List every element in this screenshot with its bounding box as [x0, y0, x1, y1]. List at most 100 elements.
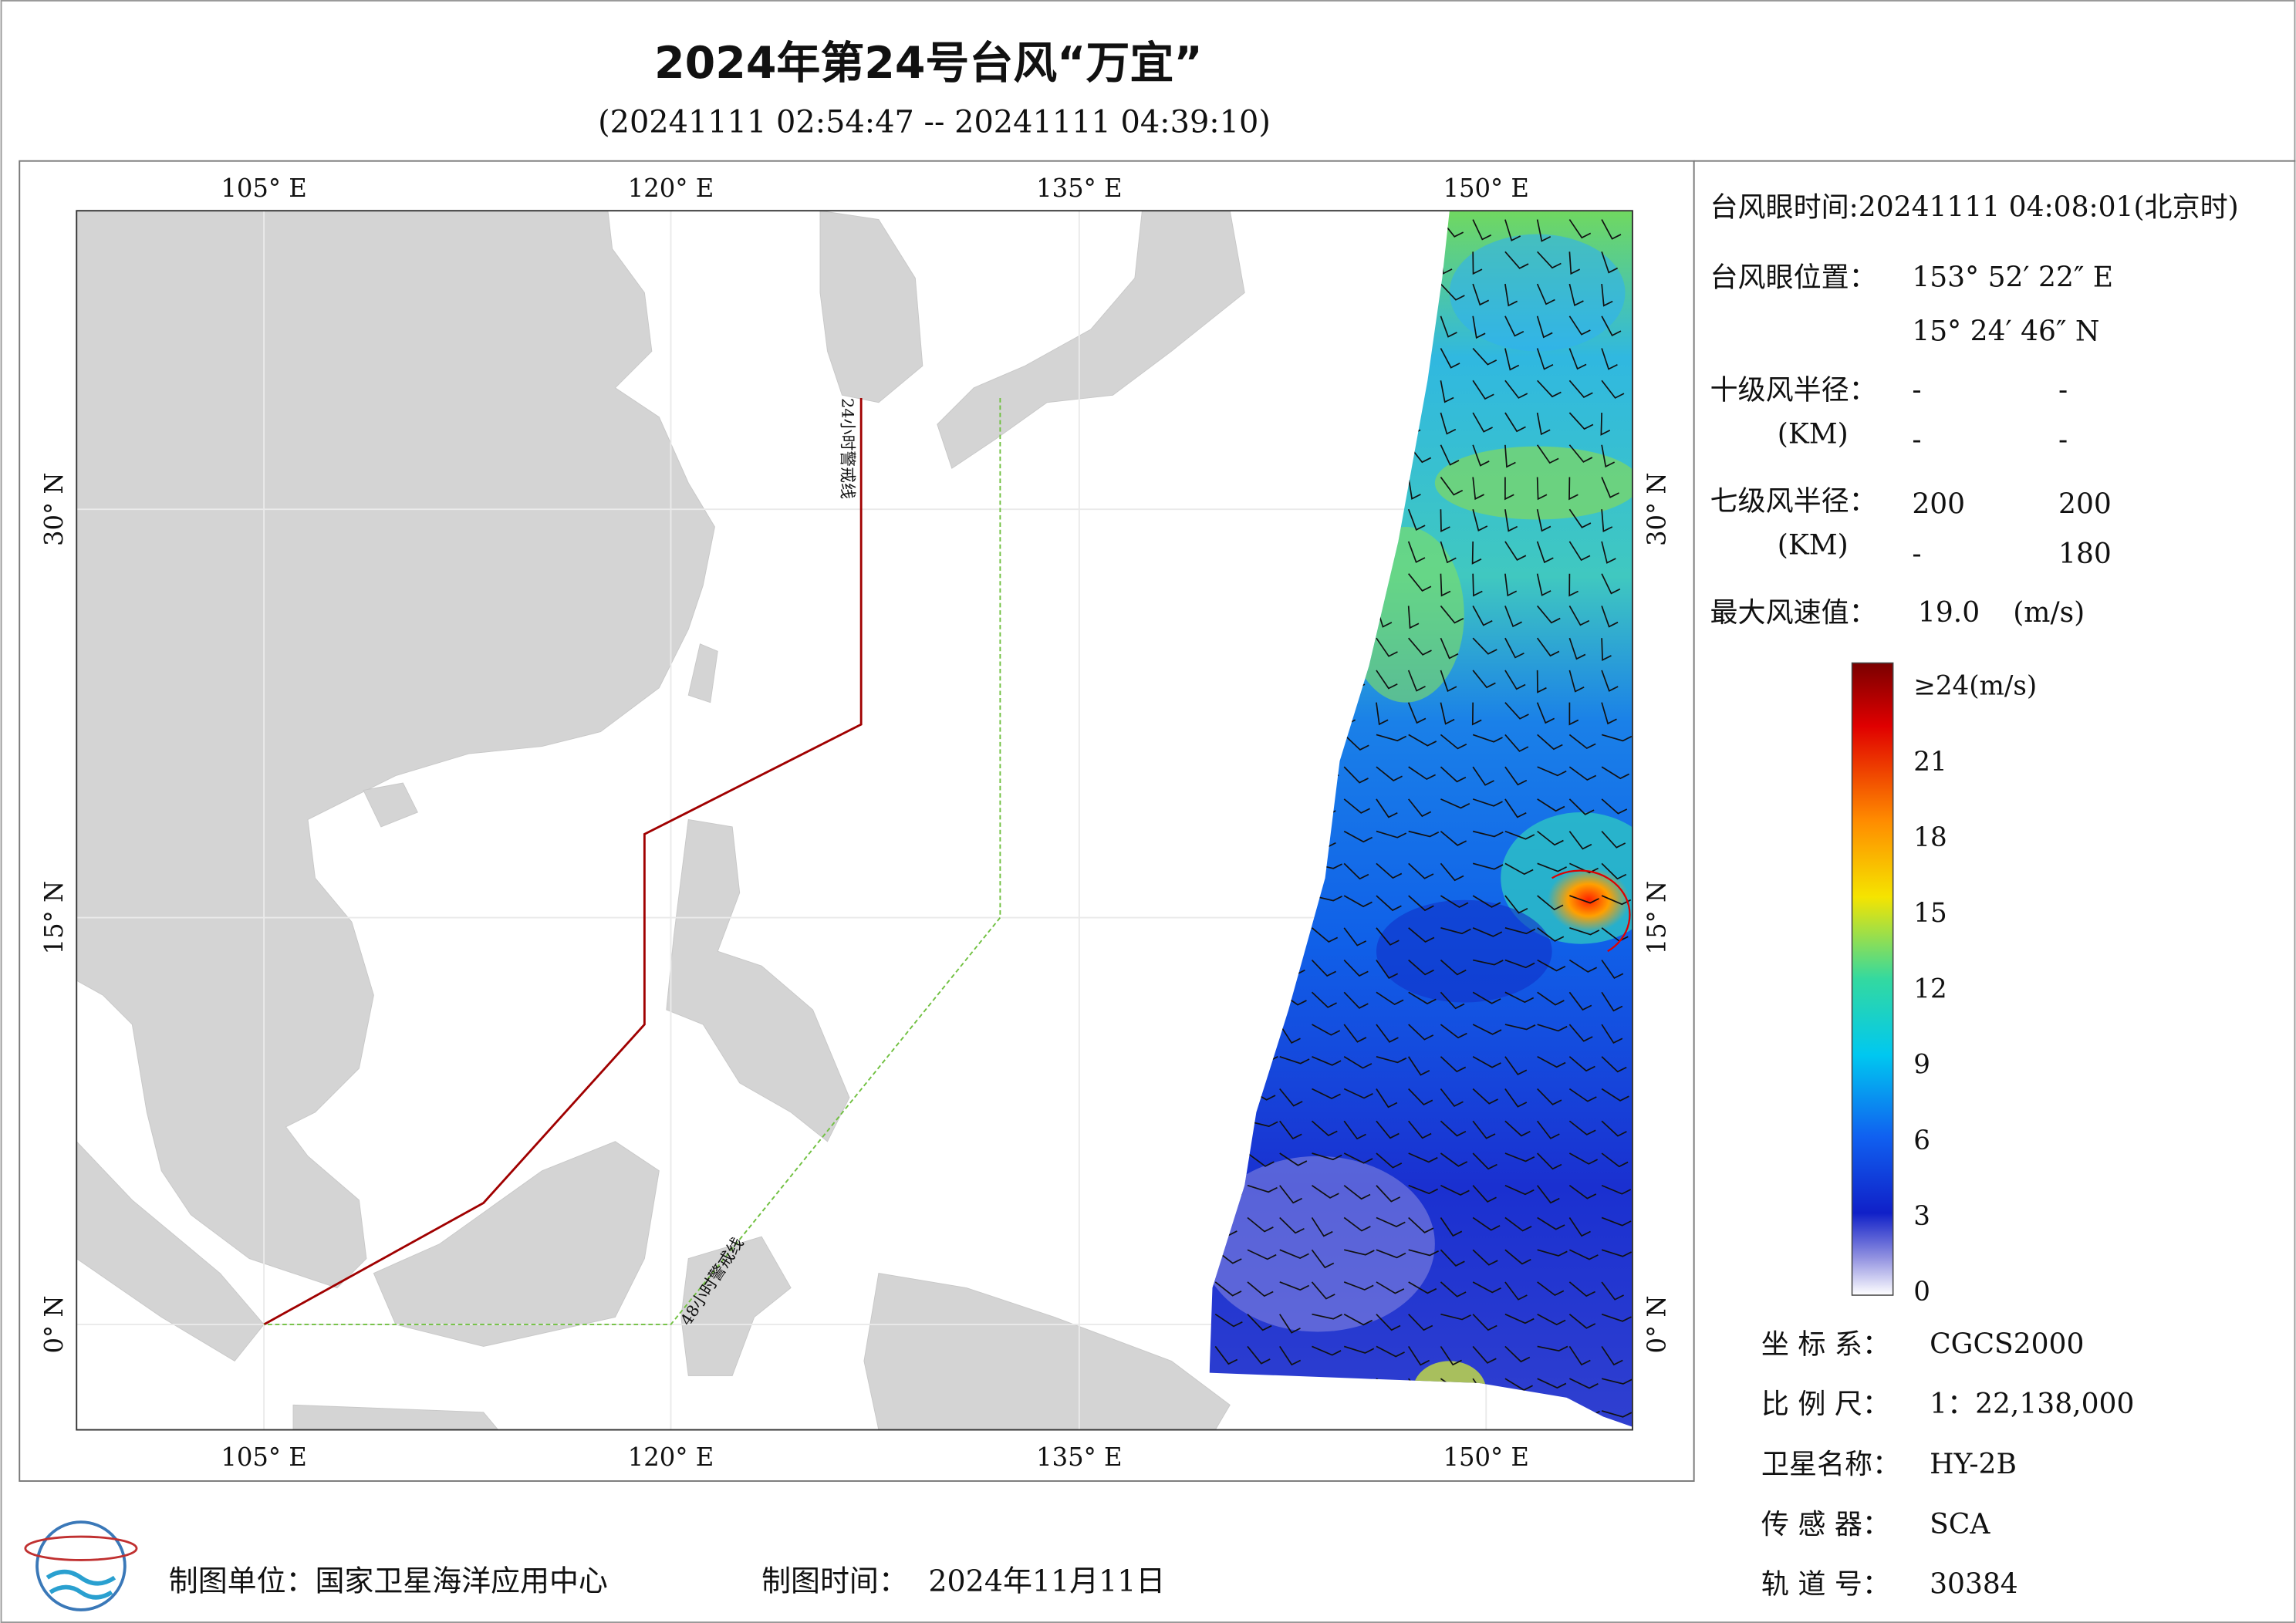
wind-barb [1601, 1345, 1623, 1366]
wind-barb [1343, 1024, 1367, 1043]
wind-barb [1537, 1216, 1565, 1230]
wind-barb [1601, 541, 1616, 564]
swath-blob [1209, 1156, 1435, 1332]
wind-barb [1311, 927, 1339, 943]
wind-barb [1408, 734, 1437, 747]
wind-barb [1440, 1056, 1467, 1073]
wind-barb [1279, 1249, 1309, 1259]
wind-barb [1312, 1185, 1339, 1199]
footer: 制图单位：国家卫星海洋应用中心 制图时间： 2024年11月11日 [24, 1520, 1165, 1611]
wind-barb [1504, 412, 1526, 433]
wind-barb [1279, 1216, 1305, 1234]
wind-barb [1440, 637, 1459, 660]
wind-barb [1568, 702, 1579, 726]
wind-barb [1504, 895, 1528, 914]
wind-barb [1601, 251, 1619, 274]
wind-barb [1343, 1216, 1371, 1232]
asia-mainland [76, 211, 715, 1289]
r7-unit: (KM) [1778, 530, 1849, 562]
borneo [373, 1141, 660, 1347]
map-border [76, 210, 1633, 1431]
wind-barb [1504, 348, 1520, 371]
wind-barb [1504, 670, 1526, 690]
wind-barb [1601, 219, 1622, 240]
wind-barb [1472, 991, 1501, 1004]
wind-barb [1537, 927, 1565, 942]
wind-barb [1504, 991, 1535, 1004]
wind-barb [1568, 606, 1590, 626]
wind-barb [1568, 670, 1585, 693]
lon-label: 105° E [221, 1442, 306, 1472]
wind-barb [1601, 1378, 1633, 1385]
wind-barb [1408, 798, 1432, 818]
wind-barb [1537, 1345, 1568, 1352]
wind-barb [1504, 1216, 1532, 1232]
wind-barb [1568, 766, 1597, 781]
wind-barb [1408, 1152, 1438, 1163]
wind-barb [1311, 959, 1336, 977]
wind-barb [1472, 734, 1503, 743]
wind-barb [1279, 1345, 1302, 1366]
typhoon-circle [1551, 869, 1631, 953]
wind-barb [1279, 1281, 1310, 1291]
colorbar-label: 6 [1913, 1125, 1930, 1156]
wind-barb [1376, 1055, 1407, 1064]
wind-barb [1537, 1024, 1568, 1032]
wind-barb [1569, 1249, 1599, 1260]
wind-barb [1408, 862, 1434, 879]
wind-barb [1568, 1281, 1595, 1297]
wind-barb [1504, 444, 1516, 468]
wind-barb [1601, 573, 1621, 595]
colorbar-label: 3 [1913, 1201, 1930, 1232]
wind-barb [1440, 670, 1457, 693]
wind-barb [1536, 477, 1548, 501]
wind-barb [1601, 315, 1622, 336]
wind-barb [1407, 1056, 1430, 1076]
wind-barb [1343, 798, 1370, 814]
swath-max [1547, 868, 1630, 933]
wind-barb [1312, 1152, 1342, 1161]
wind-barb [1472, 862, 1504, 870]
r7-value: - [1912, 538, 1921, 570]
lat-label: 30° N [1643, 472, 1672, 546]
wind-barb [1311, 991, 1337, 1008]
swath-blob [1376, 899, 1552, 1003]
wind-barb [1247, 1249, 1277, 1260]
wind-barb [1601, 1313, 1632, 1322]
wind-barb [1440, 348, 1460, 369]
wind-barb [1343, 1345, 1375, 1354]
wind-barb [1472, 1185, 1497, 1203]
wind-barb [1343, 927, 1367, 946]
lat-label: 15° N [1643, 881, 1672, 955]
wind-barb [1440, 1345, 1462, 1366]
wind-barb [1537, 1088, 1562, 1105]
wind-barb [1568, 1345, 1591, 1366]
lon-label: 135° E [1036, 174, 1122, 203]
r10-value: - [2058, 424, 2068, 456]
wind-barb [1343, 862, 1369, 880]
wind-barb [1472, 670, 1496, 689]
r10-value: - [2058, 374, 2068, 406]
wind-barb [1214, 1281, 1242, 1297]
wind-barb [1601, 1056, 1627, 1073]
wind-barb [1440, 766, 1467, 783]
wind-barb [1504, 798, 1527, 818]
wind-barb [1472, 1216, 1501, 1231]
wind-barb [1472, 1120, 1496, 1139]
wind-barb [1312, 1313, 1342, 1320]
wind-barb [1408, 991, 1437, 1005]
footer-time-label: 制图时间： [761, 1564, 908, 1598]
r10-unit: (KM) [1778, 418, 1849, 450]
wind-barb [1376, 1249, 1406, 1259]
wind-barb [1537, 1152, 1562, 1170]
wind-barb [1472, 347, 1497, 366]
logo-orbit [24, 1535, 138, 1561]
wind-barb [1537, 1313, 1566, 1326]
wind-barb [1440, 734, 1467, 750]
wind-barb [1408, 830, 1440, 838]
wind-barb [1440, 1281, 1467, 1297]
wind-barb [1472, 1249, 1498, 1266]
wind-barb [1601, 283, 1613, 307]
wind-barb [1376, 1024, 1399, 1043]
